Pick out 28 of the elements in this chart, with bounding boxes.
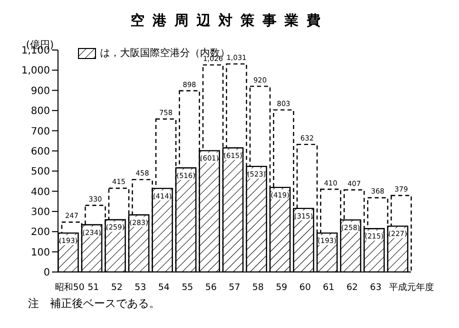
x-tick-label: 52 — [111, 283, 123, 293]
x-tick-label: 62 — [346, 283, 358, 293]
y-tick-label: 500 — [30, 166, 50, 178]
y-tick-label: 400 — [30, 186, 50, 198]
x-tick-label: 56 — [205, 283, 217, 293]
x-tick-label: 51 — [88, 283, 100, 293]
x-tick-label: 54 — [158, 283, 170, 293]
y-tick-label: 300 — [30, 207, 50, 218]
x-tick-label: 58 — [252, 283, 264, 293]
x-tick-label: 59 — [276, 283, 288, 293]
y-tick-label: 0 — [44, 268, 50, 279]
chart-title: 空港周辺対策事業費 — [130, 12, 330, 30]
y-tick-label: 1,000 — [21, 66, 50, 77]
x-tick-label: 61 — [322, 283, 334, 293]
x-tick-label: 60 — [299, 283, 312, 293]
x-tick-label: 55 — [182, 283, 194, 293]
y-tick-label: 100 — [30, 247, 50, 258]
x-tick-label: 63 — [370, 283, 382, 293]
text: 注 補正後ベースである。 — [28, 296, 160, 311]
y-tick-label: 900 — [30, 86, 50, 97]
y-tick-label: 200 — [30, 227, 50, 238]
x-tick-label: 平成元年度 — [389, 282, 434, 293]
y-tick-label: 700 — [30, 126, 50, 138]
y-tick-label: 600 — [30, 146, 50, 158]
x-tick-label: 53 — [134, 283, 146, 293]
y-tick-label: 800 — [30, 106, 50, 118]
x-tick-label: 57 — [228, 283, 240, 293]
x-tick-label: 昭和50 — [55, 282, 85, 293]
